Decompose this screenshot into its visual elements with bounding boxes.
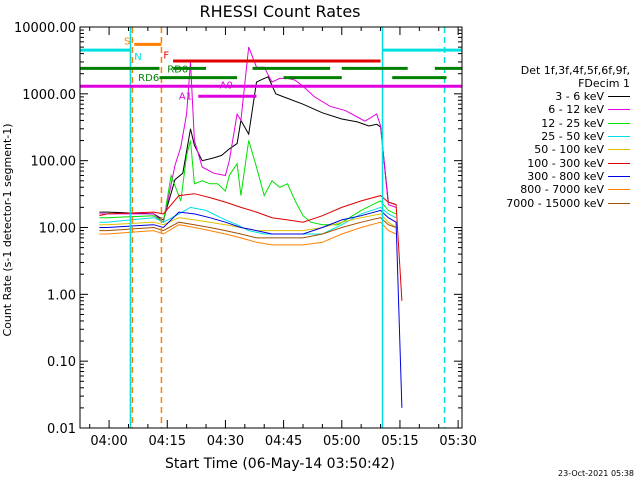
legend-entry: 50 - 100 keV [478, 143, 636, 156]
x-tick-label: 04:30 [207, 434, 244, 449]
y-tick-label: 0.10 [47, 355, 76, 370]
legend-swatch [608, 149, 630, 151]
legend-swatch [608, 96, 630, 98]
x-tick-label: 04:15 [149, 434, 186, 449]
legend-header-line-1: Det 1f,3f,4f,5f,6f,9f, [520, 64, 630, 77]
flag-label-a1: A1 [179, 92, 192, 103]
x-axis-label: Start Time (06-May-14 03:50:42) [165, 456, 395, 472]
legend-entry: 300 - 800 keV [478, 170, 636, 183]
legend-label: 50 - 100 keV [534, 143, 604, 157]
legend-entry: 800 - 7000 keV [478, 183, 636, 196]
series-line-5 [99, 193, 403, 301]
legend-entry: 3 - 6 keV [478, 90, 636, 103]
legend-label: 7000 - 15000 keV [506, 196, 604, 210]
series-line-0 [99, 76, 397, 221]
legend-swatch [608, 189, 630, 191]
legend-label: 25 - 50 keV [541, 130, 604, 144]
legend-entry: 100 - 300 keV [478, 156, 636, 170]
legend-entry: 25 - 50 keV [478, 130, 636, 143]
legend-swatch [608, 175, 630, 177]
legend-entry: 7000 - 15000 keV [478, 196, 636, 210]
x-tick-label: 05:00 [323, 434, 360, 449]
legend-entry: 12 - 25 keV [478, 117, 636, 130]
legend-label: 12 - 25 keV [541, 116, 604, 130]
chart-title: RHESSI Count Rates [200, 2, 361, 21]
flag-label-a0: A0 [220, 81, 233, 92]
legend-swatch [608, 122, 630, 124]
flag-label-f: F [163, 50, 169, 61]
flag-label-n: N [134, 52, 141, 63]
legend-label: 3 - 6 keV [555, 90, 604, 104]
x-tick-label: 04:45 [265, 434, 302, 449]
y-tick-label: 1000.00 [22, 88, 76, 103]
y-tick-label: 10.00 [39, 222, 76, 237]
legend-label: 800 - 7000 keV [520, 183, 604, 197]
series-line-3 [99, 206, 397, 235]
legend-entry: 6 - 12 keV [478, 103, 636, 116]
legend-header-line-2: FDecim 1 [578, 77, 630, 90]
x-tick-label: 05:15 [381, 434, 418, 449]
y-axis-label: Count Rate (s-1 detector-1 segment-1) [1, 123, 14, 336]
series-line-6 [99, 209, 403, 408]
series-line-8 [99, 217, 397, 239]
y-tick-label: 100.00 [31, 155, 77, 170]
x-tick-label: 04:00 [90, 434, 127, 449]
series-line-7 [99, 221, 397, 246]
flag-label-rd6: RD6 [138, 73, 159, 84]
legend-swatch [608, 109, 630, 111]
flag-label-rd0: RD0 [167, 64, 188, 75]
series-line-2 [99, 140, 397, 226]
legend-swatch [608, 202, 630, 204]
chart-legend: Det 1f,3f,4f,5f,6f,9f, FDecim 1 3 - 6 ke… [478, 64, 636, 210]
legend-label: 100 - 300 keV [527, 156, 604, 170]
timestamp: 23-Oct-2021 05:38 [558, 469, 634, 478]
y-tick-label: 10000.00 [14, 21, 76, 36]
y-tick-label: 1.00 [47, 288, 76, 303]
legend-swatch [608, 136, 630, 138]
y-tick-label: 0.01 [47, 422, 76, 437]
legend-label: 6 - 12 keV [548, 103, 604, 117]
flag-label-s: S [124, 36, 130, 47]
legend-label: 300 - 800 keV [527, 169, 604, 183]
x-tick-label: 05:30 [439, 434, 476, 449]
legend-swatch [608, 162, 630, 164]
series-line-1 [99, 46, 397, 224]
